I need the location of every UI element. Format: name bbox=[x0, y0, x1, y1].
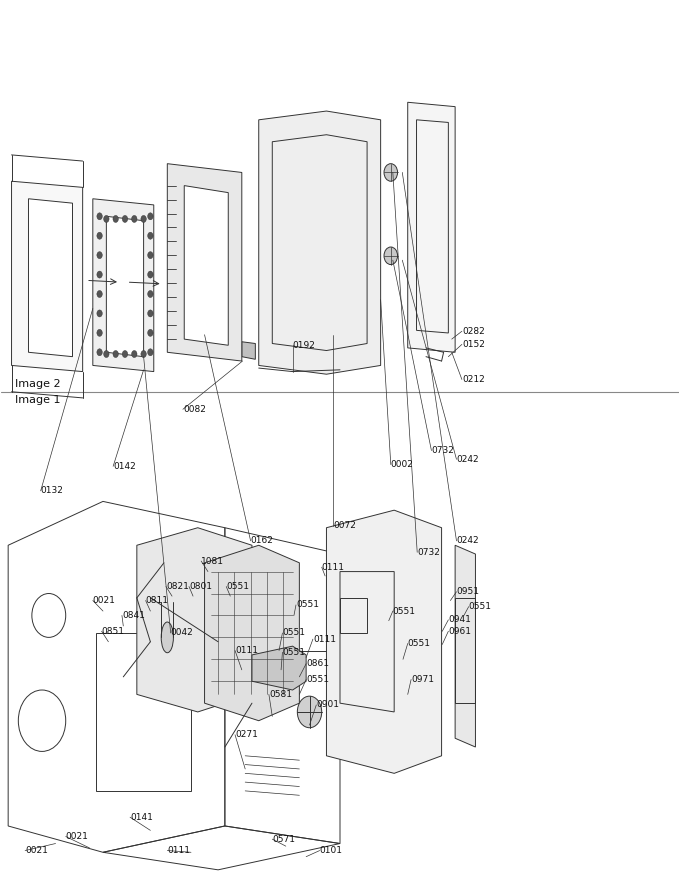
Text: 0242: 0242 bbox=[456, 455, 479, 464]
Text: 0132: 0132 bbox=[41, 487, 63, 495]
Polygon shape bbox=[29, 199, 73, 356]
Circle shape bbox=[97, 310, 102, 317]
Circle shape bbox=[97, 271, 102, 278]
Text: 0861: 0861 bbox=[306, 659, 329, 668]
Text: 0841: 0841 bbox=[122, 611, 145, 620]
Text: Image 2: Image 2 bbox=[15, 378, 61, 389]
Circle shape bbox=[148, 329, 153, 336]
Text: 0551: 0551 bbox=[226, 582, 250, 591]
Circle shape bbox=[103, 216, 109, 223]
Circle shape bbox=[141, 350, 146, 357]
Text: 0821: 0821 bbox=[166, 582, 189, 591]
Circle shape bbox=[103, 350, 109, 357]
Text: 0551: 0551 bbox=[282, 648, 305, 656]
Text: 0811: 0811 bbox=[146, 596, 169, 605]
Circle shape bbox=[148, 271, 153, 278]
Text: 0571: 0571 bbox=[272, 834, 295, 844]
Text: 0551: 0551 bbox=[306, 675, 329, 684]
Circle shape bbox=[148, 232, 153, 239]
Polygon shape bbox=[106, 216, 143, 356]
Text: 0192: 0192 bbox=[292, 341, 316, 349]
Text: 0042: 0042 bbox=[171, 628, 193, 637]
Circle shape bbox=[141, 216, 146, 223]
Text: 0111: 0111 bbox=[322, 562, 345, 572]
Text: 0732: 0732 bbox=[431, 446, 454, 455]
Text: 0212: 0212 bbox=[462, 375, 485, 384]
Circle shape bbox=[148, 213, 153, 220]
Circle shape bbox=[97, 348, 102, 356]
Circle shape bbox=[122, 350, 128, 357]
Circle shape bbox=[297, 696, 322, 728]
Circle shape bbox=[97, 232, 102, 239]
Text: 0951: 0951 bbox=[456, 587, 479, 597]
Polygon shape bbox=[252, 646, 306, 690]
Circle shape bbox=[97, 329, 102, 336]
Text: 0111: 0111 bbox=[167, 846, 190, 855]
Text: 0021: 0021 bbox=[66, 832, 88, 841]
Text: 1081: 1081 bbox=[201, 556, 224, 566]
Polygon shape bbox=[242, 341, 256, 359]
Polygon shape bbox=[167, 164, 242, 361]
Circle shape bbox=[113, 350, 118, 357]
Text: 0242: 0242 bbox=[456, 537, 479, 546]
Circle shape bbox=[97, 290, 102, 297]
Text: 0282: 0282 bbox=[462, 326, 485, 336]
Text: 0901: 0901 bbox=[316, 700, 339, 709]
Text: 0732: 0732 bbox=[418, 547, 440, 557]
Text: 0101: 0101 bbox=[320, 846, 343, 855]
Text: 0551: 0551 bbox=[393, 606, 416, 615]
Circle shape bbox=[148, 252, 153, 259]
Polygon shape bbox=[12, 181, 83, 371]
Text: 0142: 0142 bbox=[113, 462, 136, 471]
Polygon shape bbox=[184, 186, 228, 345]
Text: 0801: 0801 bbox=[189, 582, 212, 591]
Circle shape bbox=[384, 164, 398, 181]
Text: Image 1: Image 1 bbox=[15, 395, 61, 405]
Polygon shape bbox=[205, 546, 299, 721]
Polygon shape bbox=[92, 199, 154, 371]
Ellipse shape bbox=[161, 622, 173, 653]
Circle shape bbox=[132, 216, 137, 223]
Polygon shape bbox=[408, 102, 455, 352]
Text: 0551: 0551 bbox=[282, 628, 305, 637]
Text: 0021: 0021 bbox=[92, 596, 116, 605]
Text: 0111: 0111 bbox=[235, 646, 258, 655]
Text: 0581: 0581 bbox=[269, 690, 292, 699]
Text: 0551: 0551 bbox=[408, 639, 430, 648]
Circle shape bbox=[122, 216, 128, 223]
Circle shape bbox=[113, 216, 118, 223]
Text: 0141: 0141 bbox=[130, 813, 153, 822]
Circle shape bbox=[230, 343, 241, 357]
Text: 0551: 0551 bbox=[469, 602, 492, 612]
Text: 0961: 0961 bbox=[448, 627, 471, 635]
Circle shape bbox=[384, 247, 398, 265]
Text: 0152: 0152 bbox=[462, 340, 485, 348]
Text: 0271: 0271 bbox=[235, 730, 258, 739]
Polygon shape bbox=[326, 510, 441, 774]
Circle shape bbox=[132, 350, 137, 357]
Text: 0072: 0072 bbox=[333, 522, 356, 531]
Circle shape bbox=[148, 290, 153, 297]
Polygon shape bbox=[137, 528, 252, 712]
Text: 0971: 0971 bbox=[411, 675, 434, 684]
Polygon shape bbox=[258, 111, 381, 374]
Circle shape bbox=[97, 252, 102, 259]
Text: 0002: 0002 bbox=[391, 460, 413, 469]
Text: 0111: 0111 bbox=[313, 634, 336, 643]
Circle shape bbox=[148, 348, 153, 356]
Polygon shape bbox=[455, 546, 475, 747]
Circle shape bbox=[148, 310, 153, 317]
Text: 0162: 0162 bbox=[251, 537, 273, 546]
Text: 0551: 0551 bbox=[296, 600, 319, 610]
Text: 0851: 0851 bbox=[101, 627, 124, 635]
Text: 0941: 0941 bbox=[448, 615, 471, 624]
Circle shape bbox=[97, 213, 102, 220]
Text: 0082: 0082 bbox=[183, 405, 206, 414]
Text: 0021: 0021 bbox=[25, 846, 48, 855]
